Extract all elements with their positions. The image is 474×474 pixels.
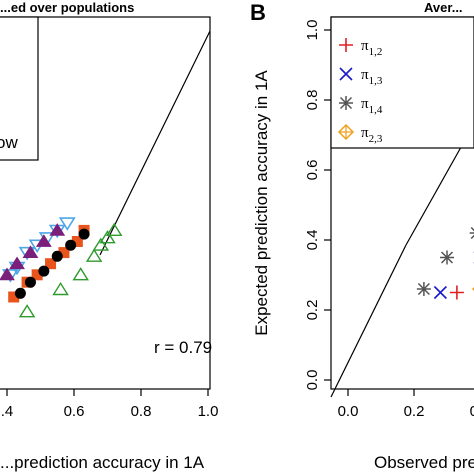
panel-a-point-s4-2 — [92, 237, 110, 251]
panel-b-x-tick-label-0: 0.0 — [338, 403, 359, 420]
panel-a-point-s2-6 — [8, 291, 20, 303]
panel-a-point-s3-2 — [38, 265, 50, 277]
panel-b-y-tick-label-1: 0.2 — [304, 300, 321, 321]
panel-b-legend-marker-2 — [339, 96, 353, 110]
panel-b-legend: π1,2 π1,3 π1,4 π2,3 — [330, 16, 474, 149]
panel-b-x-tick-label-1: 0.2 — [404, 403, 425, 420]
panel-b-legend-box — [330, 16, 474, 149]
panel-a-x-tick-label-2: 0.8 — [131, 403, 152, 420]
panel-b-diagonal — [330, 123, 474, 398]
panel-a-point-s2-3 — [58, 247, 70, 259]
panel-a-points — [0, 217, 123, 318]
panel-b-points — [416, 226, 474, 300]
panel-a-point-s2-4 — [71, 236, 83, 247]
panel-a-point-s0-5 — [58, 217, 76, 231]
panel-b-y-axis-label: Expected prediction accuracy in 1A — [252, 70, 271, 336]
panel-a-point-s2-1 — [31, 269, 43, 281]
panel-b: B Aver... 0.0 0.2 0.4 0.6 0.8 1.0 Expected pr… — [250, 0, 474, 472]
panel-a-point-s1-0 — [0, 267, 15, 281]
panel-b-y-tick-label-3: 0.6 — [304, 160, 321, 181]
panel-a-diagonal — [99, 30, 211, 256]
panel-a-legend-box — [0, 16, 39, 161]
panel-b-legend-marker-0 — [339, 38, 353, 52]
panel-b-legend-marker-3 — [337, 123, 355, 141]
panel-b-title: Aver... — [424, 0, 463, 15]
panel-a-plot-frame — [0, 16, 211, 390]
panel-a-x-ticks: .4 0.6 0.8 1.0 — [1, 389, 219, 420]
panel-a-point-s3-1 — [24, 276, 36, 288]
panel-b-x-axis-label: Observed pre... — [374, 453, 474, 472]
panel-b-legend-label-2: π1,4 — [361, 96, 383, 116]
panel-a-point-s1-3 — [35, 234, 52, 247]
panel-a-point-s3-3 — [51, 250, 63, 262]
panel-a-point-s4-4 — [72, 267, 89, 281]
panel-a-point-s3-4 — [65, 239, 77, 251]
panel-a-x-tick-label-1: 0.6 — [64, 403, 85, 420]
panel-b-letter: B — [250, 0, 266, 25]
panel-b-point-s2-1 — [440, 250, 454, 265]
panel-a-annotation: r = 0.79 — [154, 338, 212, 357]
panel-a-point-s4-5 — [52, 281, 69, 296]
panel-a-point-s4-3 — [85, 248, 103, 262]
panel-b-legend-label-0: π1,2 — [361, 38, 382, 58]
panel-b-point-s1-0 — [433, 285, 447, 300]
panel-b-y-tick-label-4: 0.8 — [304, 90, 321, 111]
panel-a-title: ...ed over populations — [0, 0, 134, 15]
panel-a-point-s2-2 — [45, 258, 57, 270]
panel-a: ...ed over populations ow .4 0.6 0.8 1.0 r … — [0, 0, 218, 472]
panel-b-y-tick-label-5: 1.0 — [304, 20, 321, 41]
panel-b-point-s2-2 — [469, 226, 474, 240]
panel-a-legend-partial: ow — [0, 133, 18, 152]
panel-a-point-s4-1 — [99, 230, 116, 244]
panel-b-y-tick-label-2: 0.4 — [304, 230, 321, 251]
panel-a-point-s1-4 — [49, 223, 66, 236]
panel-b-legend-label-3: π2,3 — [361, 125, 383, 145]
panel-a-point-s1-2 — [22, 245, 39, 258]
panel-a-x-axis-label: ...prediction accuracy in 1A — [0, 453, 205, 472]
panel-b-x-ticks: 0.0 0.2 0.4 — [338, 389, 474, 420]
panel-a-x-tick-label-3: 1.0 — [198, 403, 219, 420]
panel-a-x-tick-label-0: .4 — [1, 403, 14, 420]
panel-a-point-s4-0 — [105, 222, 123, 237]
panel-a-point-s3-5 — [78, 228, 90, 240]
panel-b-legend-label-1: π1,3 — [361, 67, 383, 87]
panel-b-point-s2-0 — [416, 282, 431, 296]
panel-a-point-s4-6 — [18, 304, 36, 318]
panel-b-y-ticks: 0.0 0.2 0.4 0.6 0.8 1.0 — [304, 20, 331, 391]
panel-b-point-s0-0 — [449, 285, 464, 300]
panel-b-y-tick-label-0: 0.0 — [304, 370, 321, 391]
panel-b-legend-marker-1 — [339, 67, 353, 81]
panel-a-point-s3-0 — [14, 287, 26, 299]
panel-a-point-s1-1 — [9, 256, 25, 270]
panel-b-x-tick-label-2: 0.4 — [470, 403, 474, 420]
